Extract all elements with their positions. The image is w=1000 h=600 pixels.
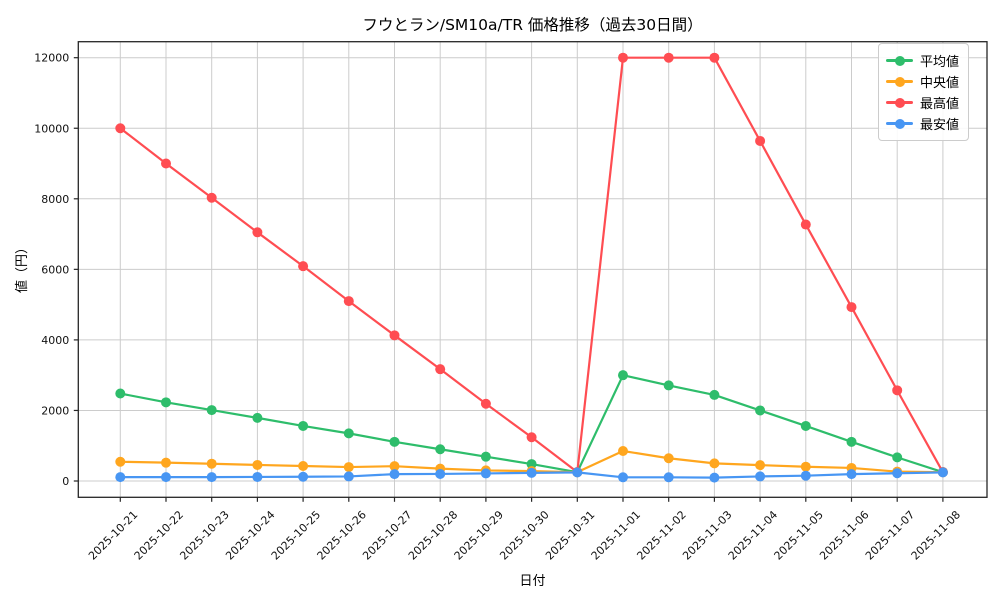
data-point-average <box>343 428 354 439</box>
data-point-min <box>755 471 766 482</box>
data-point-median <box>252 459 263 470</box>
data-point-median <box>389 461 400 472</box>
data-point-average <box>846 436 857 447</box>
data-point-average <box>892 452 903 463</box>
legend-marker-min-icon <box>886 118 913 129</box>
data-point-average <box>252 412 263 423</box>
data-point-median <box>161 457 171 468</box>
data-point-max <box>709 52 720 63</box>
data-point-median <box>618 446 628 457</box>
data-point-average <box>115 388 126 399</box>
data-point-max <box>435 364 446 375</box>
legend-dot-average-icon <box>894 55 905 66</box>
data-point-min <box>161 472 171 483</box>
data-point-min <box>298 471 309 482</box>
legend-dot-min-icon <box>894 118 905 129</box>
x-axis-label: 日付 <box>519 574 546 589</box>
legend-marker-max-icon <box>886 97 913 108</box>
y-tick-label: 4000 <box>41 334 69 347</box>
data-point-min <box>480 468 491 479</box>
legend-item-average: 平均値 <box>886 50 959 71</box>
data-point-average <box>526 459 537 470</box>
data-point-min <box>343 471 354 482</box>
legend-label-median: 中央値 <box>920 76 960 91</box>
data-point-min <box>115 472 126 483</box>
y-tick-label: 12000 <box>34 52 69 65</box>
data-point-median <box>343 462 354 473</box>
data-point-min <box>800 470 811 481</box>
data-point-average <box>663 380 674 391</box>
data-point-max <box>480 398 491 409</box>
data-point-average <box>618 370 628 381</box>
gridlines <box>78 41 987 498</box>
data-point-min <box>618 472 628 483</box>
data-point-min <box>892 468 903 479</box>
data-point-min <box>937 467 948 478</box>
data-point-max <box>343 296 354 307</box>
data-point-average <box>709 389 720 400</box>
legend-dot-median-icon <box>894 76 905 87</box>
data-point-average <box>389 436 400 447</box>
data-point-min <box>572 467 583 478</box>
data-point-max <box>663 52 674 63</box>
data-point-average <box>206 405 217 416</box>
y-tick-label: 2000 <box>41 404 69 417</box>
data-point-max <box>800 219 811 230</box>
data-point-max <box>115 123 126 134</box>
data-point-average <box>755 405 766 416</box>
legend-dot-max-icon <box>894 97 905 108</box>
legend-label-min: 最安値 <box>920 118 960 133</box>
data-point-median <box>709 458 720 469</box>
data-point-max <box>252 227 263 238</box>
y-tick-label: 0 <box>62 475 69 488</box>
data-point-min <box>206 472 217 483</box>
data-point-median <box>663 453 674 464</box>
data-point-max <box>389 330 400 341</box>
legend-label-max: 最高値 <box>920 97 960 112</box>
legend-item-max: 最高値 <box>886 92 959 113</box>
data-point-min <box>709 472 720 483</box>
data-point-median <box>115 456 126 467</box>
data-point-average <box>480 451 491 462</box>
y-tick-label: 6000 <box>41 263 69 276</box>
data-point-max <box>846 302 857 313</box>
data-point-median <box>800 461 811 472</box>
data-point-median <box>298 461 309 472</box>
y-tick-labels: 0 2000 4000 6000 8000 10000 12000 <box>34 52 69 488</box>
y-tick-label: 8000 <box>41 193 69 206</box>
data-point-median <box>755 460 766 471</box>
data-point-min <box>252 471 263 482</box>
data-point-median <box>206 458 217 469</box>
data-point-max <box>161 158 171 169</box>
data-point-max <box>892 385 903 396</box>
x-tick-label: 2025-11-08 <box>909 508 963 562</box>
legend-marker-median-icon <box>886 76 913 87</box>
data-point-max <box>526 432 537 443</box>
data-point-max <box>618 52 628 63</box>
data-point-max <box>206 192 217 203</box>
data-point-average <box>298 420 309 431</box>
tick-marks <box>73 57 944 502</box>
series-min <box>115 467 948 483</box>
data-point-average <box>161 397 171 408</box>
data-point-min <box>435 468 446 479</box>
legend-item-median: 中央値 <box>886 71 959 92</box>
data-point-min <box>389 469 400 480</box>
data-point-max <box>298 261 309 272</box>
legend: 平均値中央値最高値最安値 <box>878 43 970 141</box>
data-point-min <box>526 467 537 478</box>
data-point-max <box>755 135 766 146</box>
legend-marker-average-icon <box>886 55 913 66</box>
legend-item-min: 最安値 <box>886 113 959 134</box>
y-tick-label: 10000 <box>34 122 69 135</box>
legend-label-average: 平均値 <box>920 55 960 70</box>
chart-title: フウとラン/SM10a/TR 価格推移（過去30日間） <box>362 16 703 34</box>
data-point-average <box>800 420 811 431</box>
data-point-average <box>435 444 446 455</box>
x-tick-labels: 2025-10-212025-10-222025-10-232025-10-24… <box>86 508 963 562</box>
data-point-min <box>846 469 857 480</box>
data-point-min <box>663 472 674 483</box>
